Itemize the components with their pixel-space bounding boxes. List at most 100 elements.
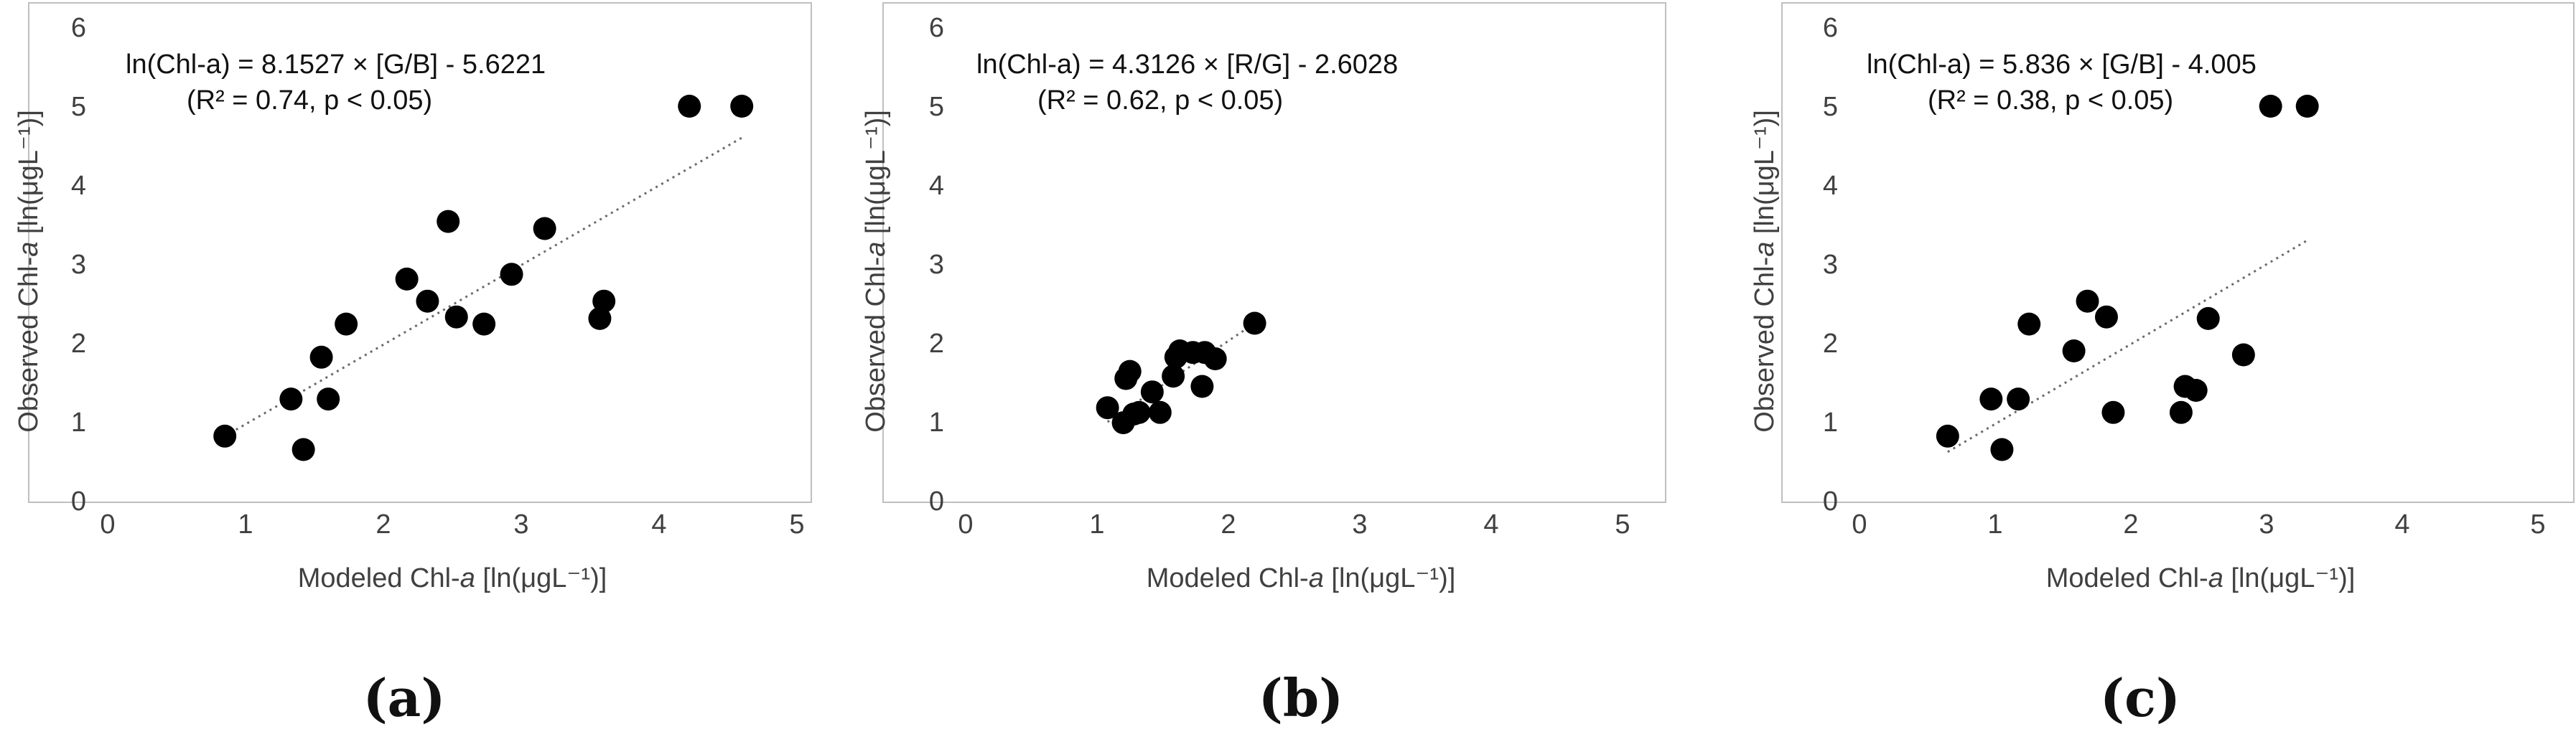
chart-panel: 0 1 2 3 4 5 6 0 1 2 3 4 5 Modeled Chl-a [ln(μgL⁻¹)] Ob… [861, 2, 1666, 728]
y-tick-label: 2 [71, 329, 86, 359]
y-tick-label: 0 [71, 487, 86, 517]
y-tick-label: 3 [1823, 250, 1838, 280]
y-axis-label: Observed Chl-a [ln(μgL⁻¹)] [14, 110, 44, 433]
data-point [2007, 387, 2030, 411]
data-point [472, 312, 496, 336]
x-axis-label: Modeled Chl-a [ln(μgL⁻¹)] [298, 563, 607, 593]
y-tick-label: 3 [71, 250, 86, 280]
trendline [1947, 239, 2308, 453]
y-tick-label: 4 [71, 171, 86, 201]
y-axis-label: Observed Chl-a [ln(μgL⁻¹)] [861, 110, 891, 433]
data-point [588, 306, 612, 330]
data-point [2094, 305, 2118, 329]
data-point [1936, 424, 1959, 448]
data-point [395, 267, 419, 291]
y-tick-label: 5 [71, 92, 86, 122]
data-point [500, 263, 523, 286]
trendline [224, 136, 742, 438]
x-axis-label: Modeled Chl-a [ln(μgL⁻¹)] [1147, 563, 1456, 593]
y-tick-label: 6 [71, 13, 86, 43]
x-tick-label: 1 [1987, 509, 2002, 540]
data-point [730, 95, 754, 118]
data-point [2169, 400, 2193, 424]
data-point [1162, 365, 1185, 388]
data-point [2062, 339, 2086, 362]
regression-stats: (R² = 0.62, p < 0.05) [1037, 85, 1283, 116]
data-point [1979, 387, 2003, 411]
regression-equation: ln(Chl-a) = 8.1527 × [G/B] - 5.6221 [126, 50, 546, 80]
data-point [592, 289, 616, 313]
y-axis-label: Observed Chl-a [ln(μgL⁻¹)] [1750, 110, 1780, 433]
data-point [1127, 400, 1151, 424]
y-tick-label: 5 [1823, 92, 1838, 122]
x-tick-label: 3 [2259, 509, 2274, 540]
data-point [1243, 311, 1266, 335]
data-point [1140, 380, 1164, 404]
x-tick-label: 5 [789, 509, 804, 540]
data-point [678, 95, 701, 118]
data-point [1148, 400, 1172, 424]
x-tick-label: 4 [1483, 509, 1498, 540]
x-tick-label: 0 [1852, 509, 1867, 540]
data-point [1096, 396, 1119, 420]
data-point [2101, 400, 2125, 424]
y-tick-label: 5 [929, 92, 944, 122]
y-tick-label: 0 [929, 487, 944, 517]
data-point [309, 345, 333, 369]
data-point [1203, 347, 1227, 370]
x-tick-label: 5 [1615, 509, 1630, 540]
y-tick-label: 3 [929, 250, 944, 280]
y-tick-label: 1 [71, 408, 86, 438]
x-tick-label: 3 [1352, 509, 1367, 540]
chart-panel: 0 1 2 3 4 5 6 0 1 2 3 4 5 Modeled Chl-a [ln(μgL⁻¹)] Ob… [14, 2, 812, 728]
panel-caption: (a) [363, 667, 446, 728]
x-tick-label: 0 [958, 509, 973, 540]
chart-frame [1781, 2, 2575, 503]
regression-equation: ln(Chl-a) = 5.836 × [G/B] - 4.005 [1867, 50, 2257, 80]
x-axis-label: Modeled Chl-a [ln(μgL⁻¹)] [2046, 563, 2356, 593]
x-tick-label: 4 [651, 509, 666, 540]
x-tick-label: 0 [100, 509, 115, 540]
x-tick-label: 5 [2530, 509, 2545, 540]
x-tick-label: 2 [1221, 509, 1236, 540]
chart-frame [28, 2, 812, 503]
panel-caption: (c) [2100, 667, 2180, 728]
x-tick-label: 1 [238, 509, 253, 540]
data-point [317, 387, 340, 411]
x-tick-label: 2 [375, 509, 391, 540]
data-point [2295, 95, 2319, 118]
data-point [335, 312, 358, 336]
y-tick-label: 1 [929, 408, 944, 438]
chart-panel: 0 1 2 3 4 5 6 0 1 2 3 4 5 Modeled Chl-a [ln(μgL⁻¹)] Ob… [1750, 2, 2575, 728]
panel-caption: (b) [1259, 667, 1343, 728]
regression-equation: ln(Chl-a) = 4.3126 × [R/G] - 2.6028 [976, 50, 1398, 80]
data-point [533, 217, 556, 240]
y-tick-label: 1 [1823, 408, 1838, 438]
data-point [279, 387, 303, 411]
data-point [2231, 343, 2255, 367]
y-tick-label: 4 [1823, 171, 1838, 201]
y-tick-label: 2 [1823, 329, 1838, 359]
regression-stats: (R² = 0.74, p < 0.05) [187, 85, 432, 116]
y-tick-label: 6 [1823, 13, 1838, 43]
data-point [1118, 359, 1142, 383]
y-tick-label: 0 [1823, 487, 1838, 517]
data-point [416, 289, 439, 313]
data-point [2259, 95, 2282, 118]
data-point [291, 438, 315, 461]
y-tick-label: 2 [929, 329, 944, 359]
regression-stats: (R² = 0.38, p < 0.05) [1928, 85, 2173, 116]
data-point [2184, 379, 2208, 402]
x-tick-label: 3 [513, 509, 528, 540]
chart-frame [882, 2, 1666, 503]
y-tick-label: 4 [929, 171, 944, 201]
data-point [437, 210, 460, 233]
data-point [2196, 306, 2220, 330]
data-point [2076, 289, 2099, 313]
data-point [1990, 438, 2014, 461]
y-tick-label: 6 [929, 13, 944, 43]
x-tick-label: 4 [2394, 509, 2409, 540]
data-point [2017, 312, 2041, 336]
x-tick-label: 1 [1089, 509, 1104, 540]
